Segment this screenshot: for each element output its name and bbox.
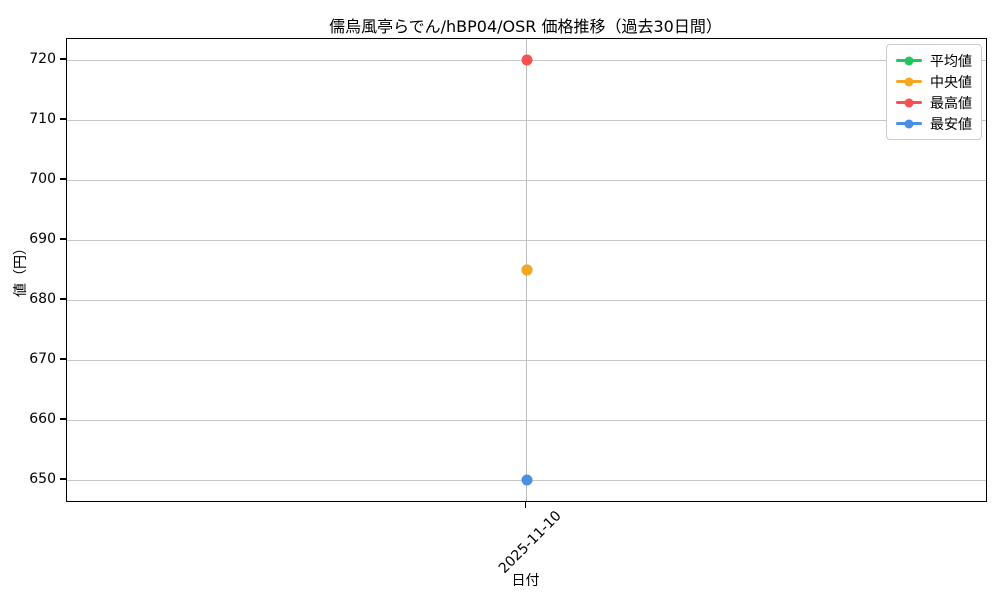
y-tick-label: 700 bbox=[29, 171, 56, 187]
chart-title: 儒烏風亭らでん/hBP04/OSR 価格推移（過去30日間） bbox=[329, 17, 722, 36]
y-tick-label: 710 bbox=[29, 111, 56, 127]
legend-dot-icon bbox=[904, 119, 914, 128]
legend-marker-icon bbox=[896, 98, 922, 107]
plot-area: 平均値中央値最高値最安値 bbox=[66, 38, 987, 502]
y-tick-mark bbox=[60, 298, 66, 300]
y-axis-label: 値（円） bbox=[13, 241, 29, 297]
legend-item: 中央値 bbox=[896, 71, 972, 92]
y-tick-label: 670 bbox=[29, 351, 56, 367]
legend-item: 最高値 bbox=[896, 92, 972, 113]
y-tick-mark bbox=[60, 418, 66, 420]
legend-dot-icon bbox=[904, 77, 914, 86]
x-tick-label: 2025-11-10 bbox=[495, 508, 565, 577]
legend-label: 平均値 bbox=[930, 53, 972, 70]
legend-marker-icon bbox=[896, 56, 922, 65]
y-tick-label: 660 bbox=[29, 411, 56, 427]
legend-rows: 平均値中央値最高値最安値 bbox=[896, 50, 972, 134]
y-tick-label: 720 bbox=[29, 51, 56, 67]
legend-dot-icon bbox=[904, 56, 914, 65]
marker-最高値 bbox=[521, 54, 532, 66]
y-tick-mark bbox=[60, 58, 66, 60]
y-tick-mark bbox=[60, 478, 66, 480]
legend-dot-icon bbox=[904, 98, 914, 107]
marker-中央値 bbox=[521, 264, 532, 276]
y-tick-label: 650 bbox=[29, 471, 56, 487]
legend-marker-icon bbox=[896, 119, 922, 128]
legend-item: 最安値 bbox=[896, 113, 972, 134]
legend-item: 平均値 bbox=[896, 50, 972, 71]
legend-label: 最安値 bbox=[930, 116, 972, 133]
y-tick-mark bbox=[60, 118, 66, 120]
y-tick-mark bbox=[60, 358, 66, 360]
legend-label: 最高値 bbox=[930, 95, 972, 112]
legend-label: 中央値 bbox=[930, 74, 972, 91]
y-tick-mark bbox=[60, 238, 66, 240]
legend-marker-icon bbox=[896, 77, 922, 86]
y-tick-mark bbox=[60, 178, 66, 180]
y-tick-label: 690 bbox=[29, 231, 56, 247]
x-tick-mark bbox=[524, 501, 527, 508]
y-tick-label: 680 bbox=[29, 291, 56, 307]
marker-最安値 bbox=[521, 474, 532, 486]
x-axis-label: 日付 bbox=[511, 573, 540, 589]
legend: 平均値中央値最高値最安値 bbox=[886, 44, 982, 140]
